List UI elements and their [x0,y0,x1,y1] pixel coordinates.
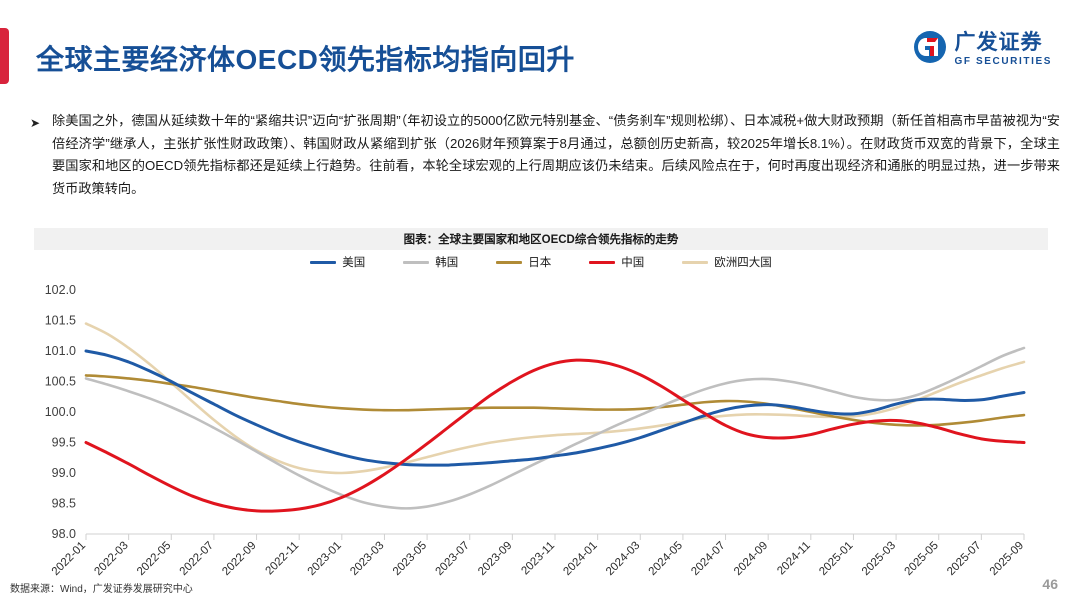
series-line-1 [84,346,1026,510]
x-axis-tick-label: 2025-05 [903,540,941,576]
legend-label: 中国 [621,257,645,269]
x-axis-tick-label: 2024-11 [775,540,813,576]
source-note: 数据来源：Wind，广发证券发展研究中心 [10,584,193,595]
y-axis-tick-label: 101.5 [45,314,76,328]
x-axis-tick-label: 2022-07 [178,540,216,576]
y-axis-tick-label: 98.5 [52,497,76,511]
legend-swatch-icon [682,260,709,264]
chart-card: 图表：全球主要国家和地区OECD综合领先指标的走势 美国 韩国 日本 中国 欧洲四大国 … [34,228,1048,576]
x-axis-tick-label: 2023-03 [348,540,386,576]
legend-swatch-icon [496,260,523,264]
chart-svg: 98.0 98.5 99.0 99.5 100.0 100.5 101.0 101.5 102.… [45,283,1026,576]
legend-item-2[interactable]: 日本 [496,254,551,270]
series-line-0 [84,349,1026,467]
legend-item-3[interactable]: 中国 [589,254,644,270]
legend-label: 欧洲四大国 [714,257,772,269]
legend-item-0[interactable]: 美国 [310,254,365,270]
x-axis-tick-label: 2023-11 [519,540,557,576]
brand-name-en: GF SECURITIES [954,56,1052,67]
x-axis-tick-label: 2024-01 [561,540,599,576]
legend-swatch-icon [310,260,337,264]
x-axis-tick-label: 2025-01 [817,540,855,576]
title-accent-bar [0,28,9,84]
body-paragraph: 除美国之外，德国从延续数十年的“紧缩共识”迈向“扩张周期”（年初设立的5000亿… [52,113,1060,196]
x-axis-tick-label: 2025-07 [945,540,983,576]
x-axis-tick-label: 2022-03 [92,540,130,576]
series-line-4 [84,322,1026,475]
slide-header: 全球主要经济体OECD领先指标均指向回升 广发证券 GF SECURITIES [0,0,1080,92]
legend-item-1[interactable]: 韩国 [403,254,458,270]
y-axis-tick-label: 100.5 [45,375,76,389]
x-axis-tick-label: 2023-01 [306,540,344,576]
x-axis-tick-label: 2023-09 [476,540,514,576]
legend-label: 美国 [342,257,366,269]
y-axis-tick-label: 99.0 [52,466,76,480]
x-axis-tick-label: 2025-09 [988,540,1026,576]
x-axis-tick-label: 2023-07 [434,540,472,576]
brand-text: 广发证券 GF SECURITIES [955,32,1052,67]
x-axis-tick-label: 2022-01 [50,540,88,576]
chart-legend: 美国 韩国 日本 中国 欧洲四大国 [34,254,1048,270]
series-line-3 [84,358,1026,513]
gf-securities-logo-icon [913,30,947,69]
legend-swatch-icon [403,260,430,264]
x-axis-tick-label: 2024-09 [732,540,770,576]
x-axis-tick-label: 2022-09 [220,540,258,576]
x-axis-tick-label: 2022-05 [135,540,173,576]
y-axis-tick-label: 98.0 [52,527,76,541]
y-axis-tick-label: 99.5 [52,436,76,450]
chart-title: 图表：全球主要国家和地区OECD综合领先指标的走势 [403,234,679,246]
y-axis-tick-label: 101.0 [45,344,76,358]
x-axis-tick-label: 2024-07 [689,540,727,576]
bullet-marker-icon: ➤ [30,116,41,130]
chart-title-bar: 图表：全球主要国家和地区OECD综合领先指标的走势 [34,228,1048,250]
x-axis-tick-label: 2022-11 [264,540,302,576]
y-axis-tick-label: 100.0 [45,405,76,419]
page-number: 46 [1042,576,1058,592]
legend-item-4[interactable]: 欧洲四大国 [682,254,772,270]
chart-plot-area: 98.0 98.5 99.0 99.5 100.0 100.5 101.0 101.5 102.… [34,250,1048,576]
y-axis-tick-label: 102.0 [45,283,76,297]
legend-swatch-icon [589,260,616,264]
x-axis-tick-label: 2025-03 [860,540,898,576]
x-axis-tick-label: 2023-05 [391,540,429,576]
x-axis-tick-label: 2024-05 [647,540,685,576]
x-axis-tick-label: 2024-03 [604,540,642,576]
legend-label: 日本 [528,257,552,269]
brand-name-cn: 广发证券 [954,31,1043,54]
brand-logo: 广发证券 GF SECURITIES [913,30,1052,69]
page-title: 全球主要经济体OECD领先指标均指向回升 [36,44,575,75]
legend-label: 韩国 [435,257,459,269]
body-block: ➤ 除美国之外，德国从延续数十年的“紧缩共识”迈向“扩张周期”（年初设立的500… [28,110,1060,200]
